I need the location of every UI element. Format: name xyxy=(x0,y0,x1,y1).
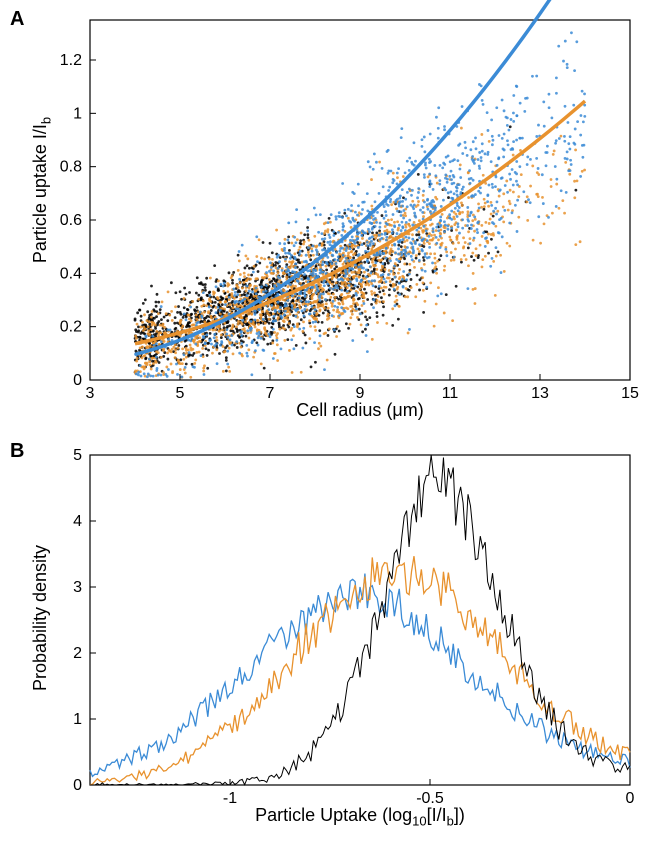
svg-text:1.2: 1.2 xyxy=(60,52,82,69)
svg-text:0: 0 xyxy=(73,372,82,389)
svg-text:0.6: 0.6 xyxy=(60,212,82,229)
panel-a-svg: 357911131500.20.40.60.811.2 xyxy=(90,20,630,380)
svg-text:0.2: 0.2 xyxy=(60,319,82,336)
panel-b-svg: -1-0.50012345 xyxy=(90,455,630,785)
svg-text:4: 4 xyxy=(73,513,82,530)
svg-text:0: 0 xyxy=(73,777,82,794)
svg-text:1: 1 xyxy=(73,105,82,122)
svg-text:2: 2 xyxy=(73,645,82,662)
panel-b-label: B xyxy=(10,440,24,463)
panel-a: 357911131500.20.40.60.811.2 xyxy=(90,20,630,380)
figure-container: A 357911131500.20.40.60.811.2 Cell radiu… xyxy=(0,0,660,848)
svg-text:5: 5 xyxy=(73,447,82,464)
panel-b-ylabel: Probability density xyxy=(30,468,51,768)
panel-a-label: A xyxy=(10,8,24,31)
svg-text:0.4: 0.4 xyxy=(60,265,82,282)
svg-text:3: 3 xyxy=(73,579,82,596)
panel-b: -1-0.50012345 xyxy=(90,455,630,785)
panel-b-xlabel: Particle Uptake (log10[I/Ib]) xyxy=(90,805,630,829)
svg-text:1: 1 xyxy=(73,711,82,728)
panel-a-ylabel: Particle uptake I/Ib xyxy=(30,20,54,360)
panel-a-xlabel: Cell radius (μm) xyxy=(90,400,630,421)
svg-text:0.8: 0.8 xyxy=(60,159,82,176)
